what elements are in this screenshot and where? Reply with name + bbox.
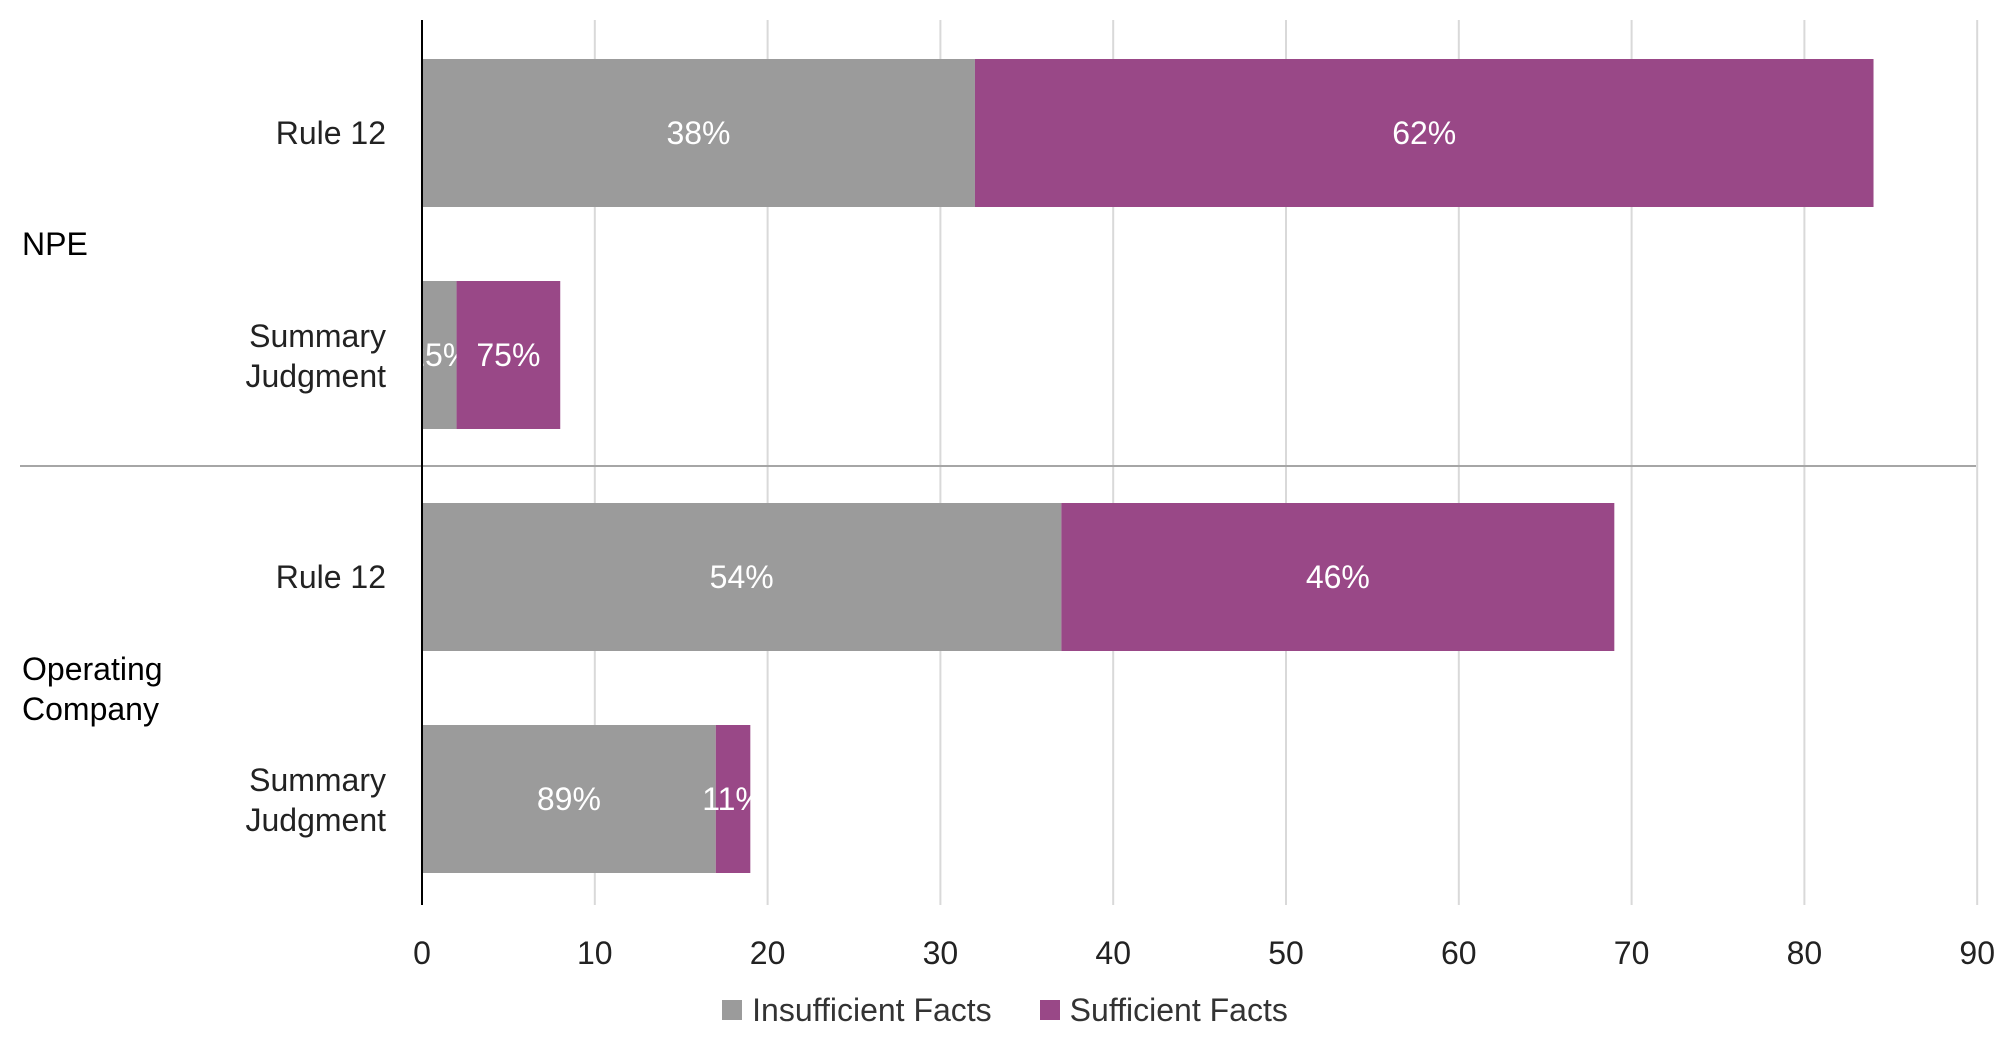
data-label: 54% xyxy=(710,559,774,595)
category-label: Summary xyxy=(249,762,386,798)
data-label: 38% xyxy=(666,115,730,151)
category-label: Summary xyxy=(249,318,386,354)
group-label: NPE xyxy=(22,226,88,262)
category-label: Judgment xyxy=(245,358,386,394)
data-label: 11% xyxy=(702,781,764,817)
x-tick-label: 20 xyxy=(750,935,786,971)
data-label: 89% xyxy=(537,781,601,817)
x-tick-label: 90 xyxy=(1959,935,1995,971)
x-tick-label: 50 xyxy=(1268,935,1304,971)
category-label: Rule 12 xyxy=(276,559,386,595)
x-tick-label: 0 xyxy=(413,935,431,971)
x-tick-label: 70 xyxy=(1614,935,1650,971)
data-label: 75% xyxy=(476,337,540,373)
category-label: Rule 12 xyxy=(276,115,386,151)
legend-label-sufficient: Sufficient Facts xyxy=(1070,992,1288,1029)
legend: Insufficient Facts Sufficient Facts xyxy=(0,985,2010,1035)
x-tick-label: 10 xyxy=(577,935,613,971)
category-label: Judgment xyxy=(245,802,386,838)
x-tick-label: 40 xyxy=(1095,935,1131,971)
data-label: 46% xyxy=(1306,559,1370,595)
x-tick-label: 30 xyxy=(923,935,959,971)
data-label: 62% xyxy=(1392,115,1456,151)
legend-item-sufficient: Sufficient Facts xyxy=(1040,992,1288,1029)
legend-label-insufficient: Insufficient Facts xyxy=(752,992,992,1029)
legend-item-insufficient: Insufficient Facts xyxy=(722,992,992,1029)
x-tick-label: 60 xyxy=(1441,935,1477,971)
x-tick-label: 80 xyxy=(1787,935,1823,971)
group-label: Operating xyxy=(22,651,163,687)
group-label: Company xyxy=(22,691,159,727)
legend-swatch-insufficient xyxy=(722,1000,742,1020)
legend-swatch-sufficient xyxy=(1040,1000,1060,1020)
